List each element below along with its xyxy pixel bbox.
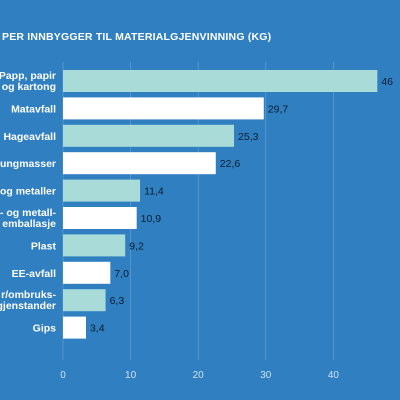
value-label: 29,7 bbox=[268, 103, 289, 115]
value-label: 7,0 bbox=[114, 268, 129, 280]
bar bbox=[63, 289, 106, 312]
category-label: EE-avfall bbox=[12, 268, 56, 280]
bar bbox=[63, 207, 137, 229]
category-label: Papp, papir bbox=[0, 70, 56, 82]
bar bbox=[63, 316, 86, 339]
bar bbox=[63, 97, 264, 120]
x-tick-label: 40 bbox=[328, 370, 340, 381]
category-label: gjenstander bbox=[0, 300, 56, 312]
value-label: 25,3 bbox=[238, 131, 259, 143]
chart-title: PER INNBYGGER TIL MATERIALGJENVINNING (K… bbox=[2, 31, 272, 43]
value-label: 3,4 bbox=[90, 323, 105, 335]
category-label: og kartong bbox=[2, 81, 56, 93]
x-tick-label: 30 bbox=[260, 370, 272, 381]
category-label: Matavfall bbox=[11, 103, 56, 115]
bar bbox=[63, 179, 141, 202]
x-tick-label: 10 bbox=[125, 370, 137, 381]
category-label: Hageavfall bbox=[3, 131, 56, 143]
bar bbox=[63, 152, 216, 175]
bar bbox=[63, 124, 235, 147]
category-label: - og metall- bbox=[0, 207, 56, 219]
bar bbox=[63, 234, 126, 257]
value-label: 46 bbox=[381, 76, 393, 88]
bar bbox=[63, 70, 378, 92]
category-label: Gips bbox=[33, 323, 56, 335]
category-label: r/ombruks- bbox=[1, 289, 56, 301]
category-label: og metaller bbox=[0, 186, 56, 198]
category-label: ungmasser bbox=[0, 158, 56, 170]
value-label: 9,2 bbox=[129, 240, 144, 252]
value-label: 11,4 bbox=[144, 186, 164, 198]
category-label: Plast bbox=[31, 240, 57, 252]
value-label: 6,3 bbox=[110, 295, 125, 307]
x-tick-label: 20 bbox=[193, 370, 205, 381]
value-label: 22,6 bbox=[220, 158, 241, 170]
category-label: emballasje bbox=[2, 218, 56, 230]
bar bbox=[63, 261, 111, 284]
value-label: 10,9 bbox=[141, 213, 162, 225]
x-tick-label: 0 bbox=[60, 370, 66, 381]
